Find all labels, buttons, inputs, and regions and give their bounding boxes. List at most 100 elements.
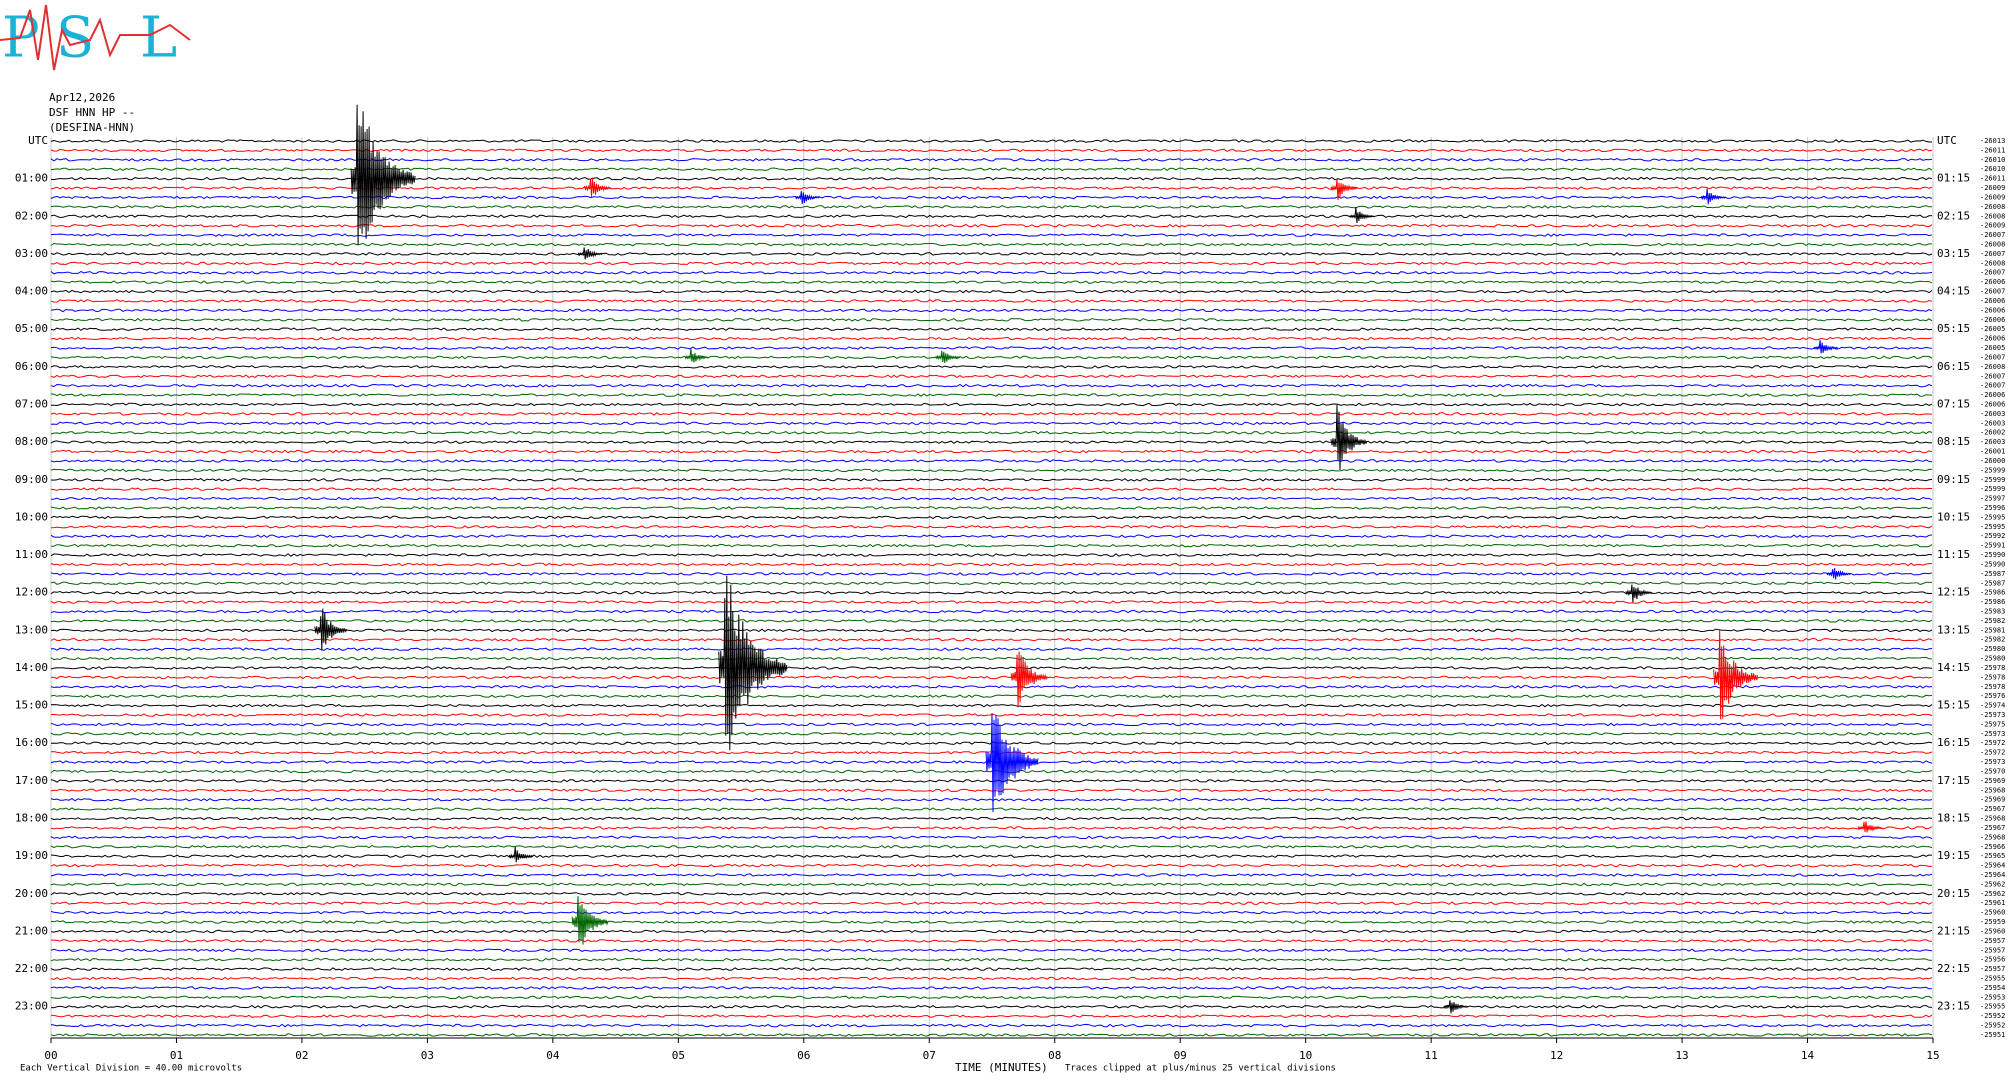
trace [50,515,1933,520]
x-tick-label: 04 [546,1049,560,1062]
hour-label-right: 12:15 [1937,586,1970,599]
seismic-event [508,846,534,863]
trace [50,685,1933,689]
trace-offset: -26007 [1980,288,2005,296]
trace [51,939,1933,943]
trace-offset: -25980 [1980,645,2005,653]
hour-label: 22:00 [15,962,48,975]
seismic-event [571,895,609,945]
trace-offset: -26007 [1980,372,2005,380]
trace [50,506,1933,510]
trace-offset: -25992 [1980,532,2005,540]
hour-label-right: 18:15 [1937,812,1970,825]
hour-label-right: 09:15 [1937,473,1970,486]
trace [50,374,1933,379]
x-tick-label: 14 [1801,1049,1815,1062]
hour-label: 05:00 [15,322,48,335]
trace-offset: -26008 [1980,363,2005,371]
hour-label-right: 07:15 [1937,397,1970,410]
seismic-event [1713,629,1759,720]
trace [50,637,1933,642]
trace-offset: -25995 [1980,523,2005,531]
trace-offset: -26000 [1980,457,2005,465]
x-tick-label: 02 [295,1049,308,1062]
trace-offset: -25973 [1980,758,2005,766]
trace-offset: -25966 [1980,843,2005,851]
trace-offset: -25970 [1980,767,2005,775]
logo: P S L [0,4,191,71]
hour-label: 09:00 [15,473,48,486]
trace-offset: -25974 [1980,702,2005,710]
trace [50,769,1933,774]
trace-offset: -25960 [1980,927,2005,935]
hour-label: 10:00 [15,510,48,523]
trace [50,826,1933,830]
seismic-event [350,104,416,245]
trace-offset: -25968 [1980,786,2005,794]
trace-offset: -25954 [1980,984,2005,992]
trace [50,336,1933,341]
trace [50,609,1933,614]
trace-offset: -26011 [1980,175,2005,183]
trace-offset: -25997 [1980,495,2005,503]
trace [50,675,1933,680]
trace-offset: -26010 [1980,156,2005,164]
trace [50,562,1933,567]
trace-offset: -25987 [1980,579,2005,587]
seismic-event [1443,1000,1469,1014]
seismic-event [1625,584,1653,603]
trace-offset: -25972 [1980,739,2005,747]
trace-offset: -25962 [1980,890,2005,898]
x-tick-label: 13 [1675,1049,1688,1062]
hour-label: 15:00 [15,699,48,712]
trace-offset: -25953 [1980,993,2005,1001]
trace [50,214,1933,219]
trace-offset: -25968 [1980,815,2005,823]
trace [50,816,1933,821]
trace-offset: -25955 [1980,974,2005,982]
trace-offset: -25980 [1980,655,2005,663]
trace-offset: -26005 [1980,325,2005,333]
trace-offset: -25982 [1980,636,2005,644]
trace-offset: -26006 [1980,391,2005,399]
trace [50,148,1933,153]
trace [50,986,1933,990]
trace [50,167,1933,172]
trace [50,779,1933,783]
trace-offset: -26007 [1980,250,2005,258]
trace-offset: -25961 [1980,899,2005,907]
x-tick-label: 06 [797,1049,810,1062]
trace [51,402,1933,407]
trace-offset: -26008 [1980,259,2005,267]
trace [50,468,1933,473]
trace [50,233,1933,237]
trace [50,393,1933,397]
trace [50,1023,1933,1028]
trace [50,421,1933,426]
trace [50,327,1933,332]
trace [50,854,1933,858]
seismic-event [794,191,820,204]
trace [50,139,1932,143]
trace [50,365,1933,369]
trace [50,920,1933,924]
station: DSF HNN HP -- [49,106,135,119]
trace-offset: -25976 [1980,692,2005,700]
trace [50,929,1933,934]
trace-offset: -25978 [1980,683,2005,691]
trace [50,572,1933,576]
trace-offset: -25986 [1980,589,2005,597]
hour-label: 21:00 [15,924,48,937]
trace-offset: -25952 [1980,1022,2005,1030]
trace [50,270,1933,275]
trace [50,346,1933,350]
trace-offset: -25969 [1980,777,2005,785]
hour-label-right: 15:15 [1937,699,1970,712]
hour-label-right: 19:15 [1937,849,1970,862]
trace [50,525,1933,529]
trace [50,995,1933,1000]
logo-wave [0,4,191,71]
hour-label: 12:00 [15,586,48,599]
trace-offset: -26006 [1980,306,2005,314]
